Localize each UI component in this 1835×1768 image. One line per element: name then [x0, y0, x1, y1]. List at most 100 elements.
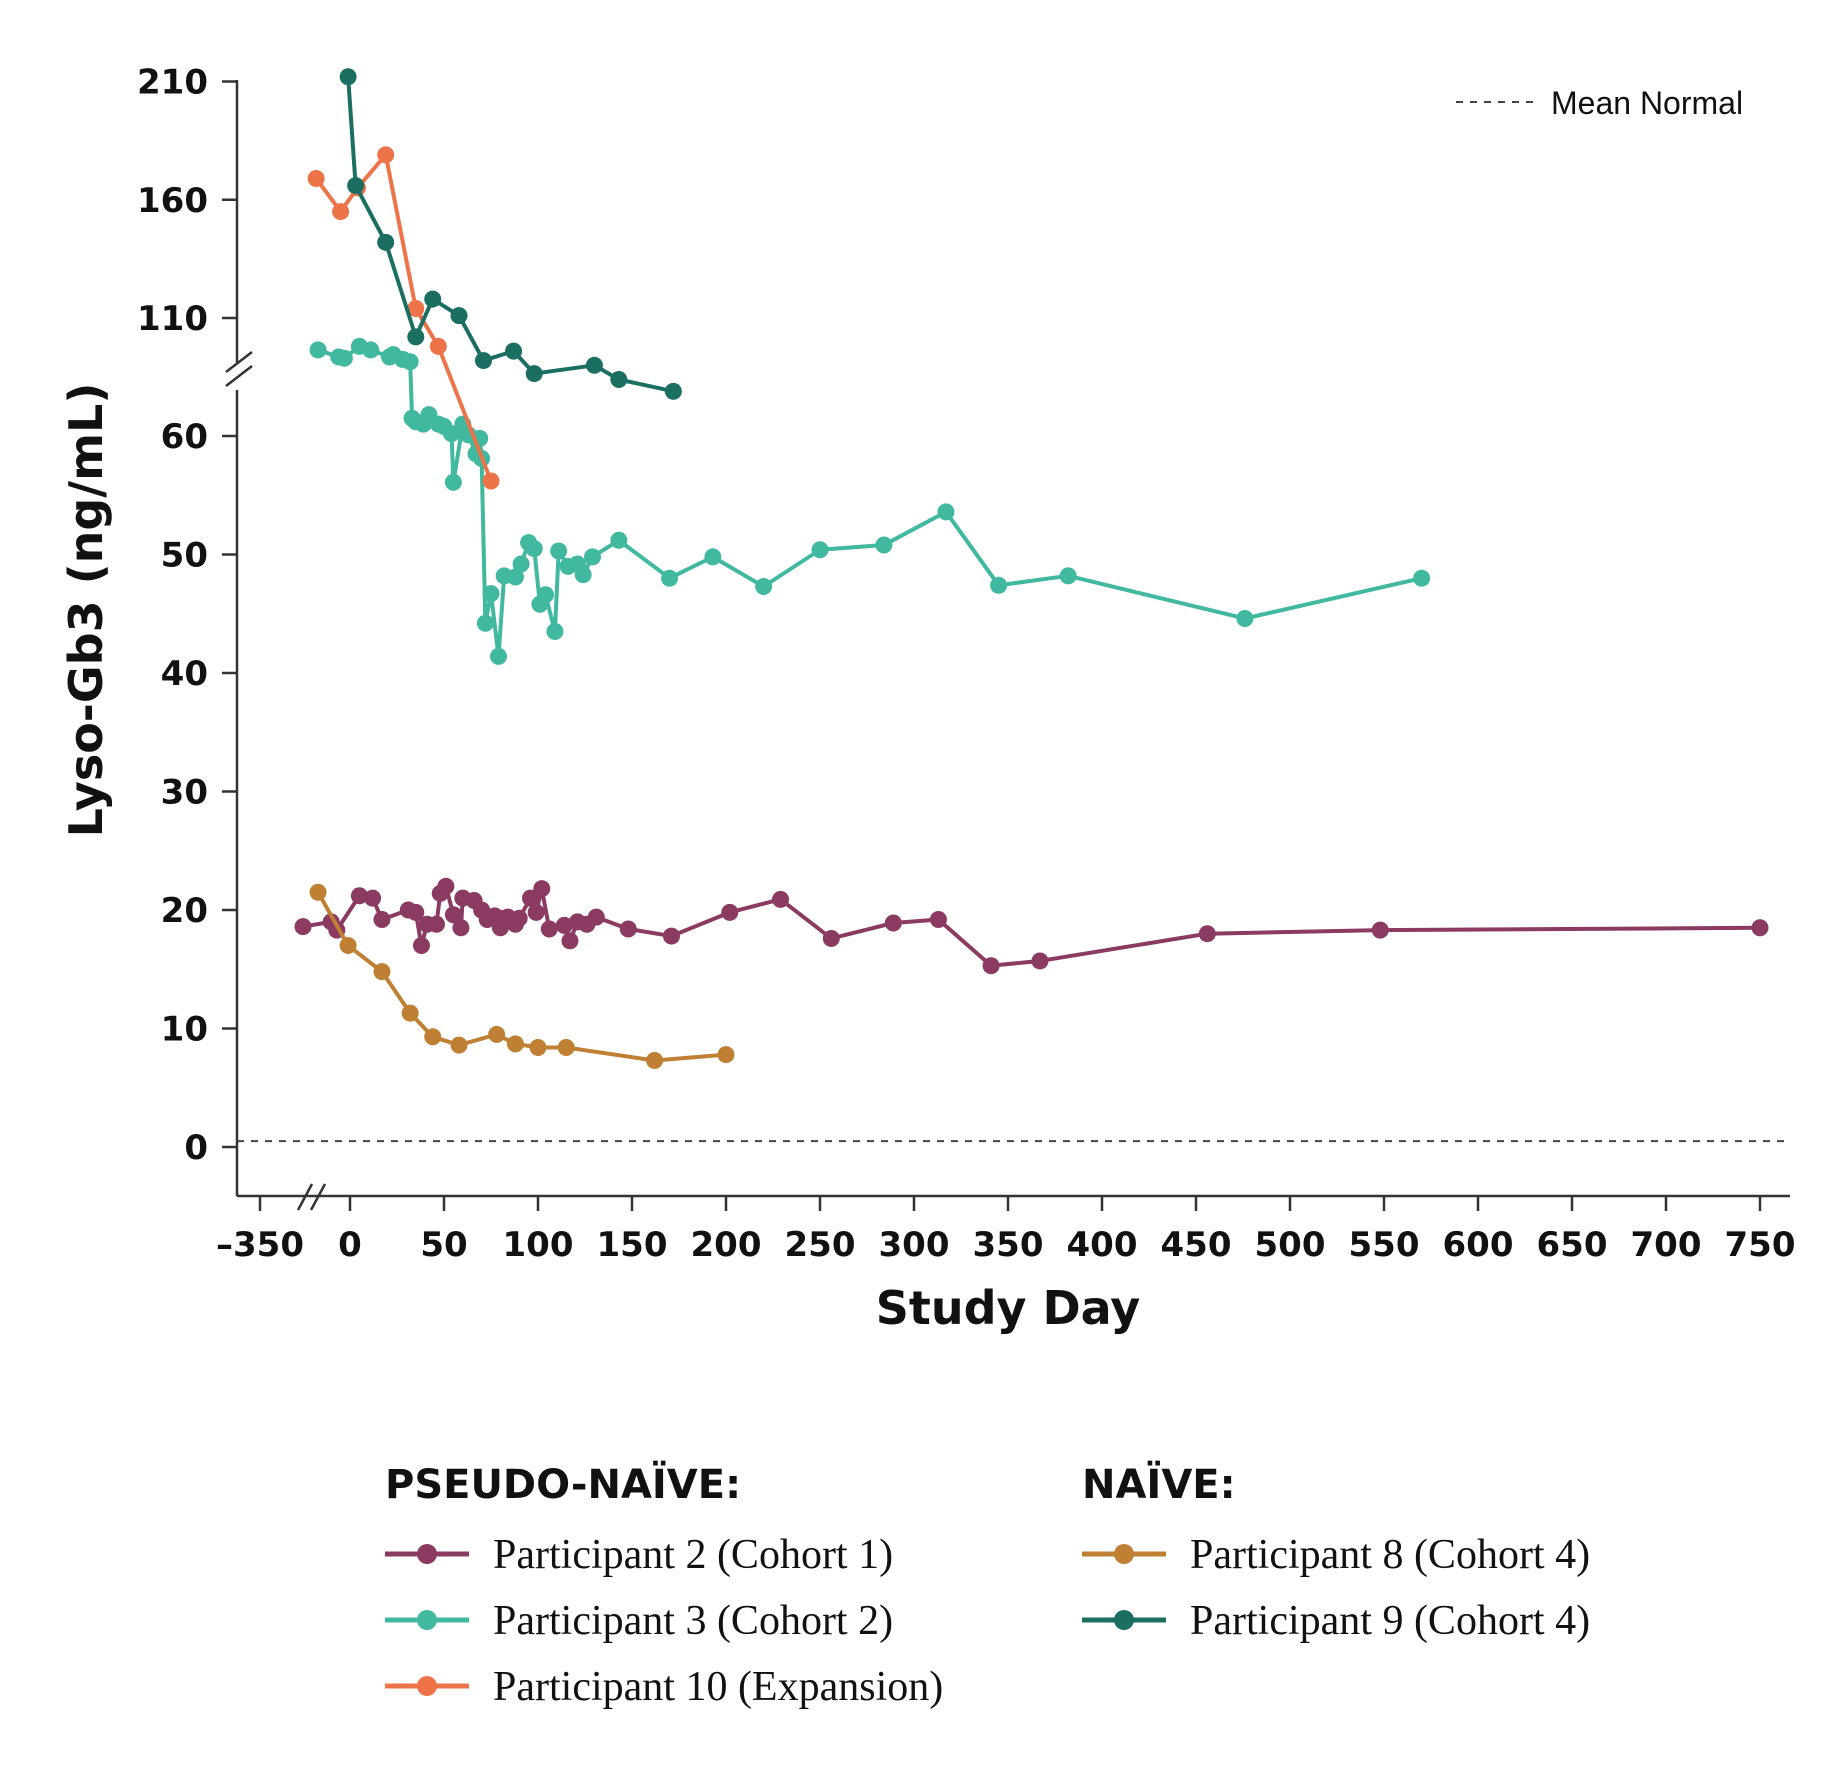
legend-item-participant-10-expansion: Participant 10 (Expansion): [385, 1664, 943, 1710]
data-point: [661, 569, 679, 587]
legend-item-participant-8-cohort-4: Participant 8 (Cohort 4): [1082, 1532, 1590, 1578]
x-tick-label: 200: [691, 1225, 762, 1265]
data-point: [429, 337, 447, 355]
data-point: [721, 903, 739, 921]
legend-swatch-marker: [1114, 1610, 1134, 1630]
y-tick-label: 40: [161, 654, 208, 694]
data-point: [584, 548, 602, 566]
data-point: [610, 531, 628, 549]
data-point: [474, 352, 492, 370]
data-point: [482, 472, 500, 490]
y-axis-break-mark: [225, 365, 253, 387]
data-point: [550, 542, 568, 560]
series-line: [317, 344, 1423, 659]
data-point: [811, 541, 829, 559]
data-point: [982, 957, 1000, 975]
x-tick-label: 750: [1725, 1225, 1796, 1265]
x-tick-label: 550: [1349, 1225, 1420, 1265]
data-point: [506, 1035, 524, 1053]
legend-label: Participant 2 (Cohort 1): [493, 1532, 893, 1578]
x-tick-label: 100: [503, 1225, 574, 1265]
data-point: [875, 536, 893, 554]
data-point: [1371, 921, 1389, 939]
data-point: [401, 353, 419, 371]
x-tick-label: 150: [597, 1225, 668, 1265]
data-point: [444, 473, 462, 491]
data-point: [646, 1051, 664, 1069]
y-tick-label: 50: [161, 536, 208, 576]
x-tick-label: 0: [338, 1225, 362, 1265]
data-point: [377, 233, 395, 251]
data-point: [407, 300, 425, 318]
series-participant-8-cohort-4: [309, 883, 735, 1069]
data-point: [444, 906, 462, 924]
mean-normal-label: Mean Normal: [1551, 85, 1743, 121]
data-point: [450, 1036, 468, 1054]
data-point: [884, 914, 902, 932]
reference-lines: [237, 101, 1790, 1143]
data-point: [755, 577, 773, 595]
x-axis-title: Study Day: [876, 1281, 1141, 1335]
y-tick-label: 160: [137, 181, 208, 221]
legend-item-participant-9-cohort-4: Participant 9 (Cohort 4): [1082, 1598, 1590, 1644]
legend-item-participant-3-cohort-2: Participant 3 (Cohort 2): [385, 1598, 893, 1644]
legend-label: Participant 10 (Expansion): [493, 1664, 943, 1710]
data-point: [309, 341, 327, 359]
y-tick-label: 20: [161, 891, 208, 931]
data-point: [929, 910, 947, 928]
x-tick-label: 250: [785, 1225, 856, 1265]
data-point: [772, 890, 790, 908]
data-point: [476, 614, 494, 632]
y-axis-break-mark: [225, 351, 253, 373]
y-tick-label: 60: [161, 417, 208, 457]
data-point: [525, 540, 543, 558]
x-axis-break-mark: [296, 1183, 314, 1211]
data-point: [990, 576, 1008, 594]
data-point: [450, 307, 468, 325]
data-point: [339, 68, 357, 86]
legend-swatch-marker: [417, 1676, 437, 1696]
y-tick-label: 110: [137, 299, 208, 339]
legend-item-participant-2-cohort-1: Participant 2 (Cohort 1): [385, 1532, 893, 1578]
legend-label: Participant 8 (Cohort 4): [1190, 1532, 1590, 1578]
legend-swatch-marker: [417, 1544, 437, 1564]
data-point: [350, 887, 368, 905]
data-point: [427, 915, 445, 933]
x-tick-label: 700: [1631, 1225, 1702, 1265]
data-point: [1198, 925, 1216, 943]
data-point: [437, 877, 455, 895]
data-point: [664, 382, 682, 400]
legend-label: Participant 9 (Cohort 4): [1190, 1598, 1590, 1644]
y-tick-label: 210: [137, 63, 208, 103]
data-point: [574, 566, 592, 584]
series-participant-2-cohort-1: [294, 877, 1769, 975]
data-point: [424, 1028, 442, 1046]
data-point: [662, 927, 680, 945]
data-point: [309, 883, 327, 901]
data-point: [307, 169, 325, 187]
legend-heading: PSEUDO-NAÏVE:: [385, 1460, 741, 1508]
data-point: [525, 365, 543, 383]
data-point: [537, 586, 555, 604]
legend-swatch-marker: [1114, 1544, 1134, 1564]
data-point: [527, 903, 545, 921]
data-point: [512, 555, 530, 573]
x-axis-break-mark: [309, 1183, 327, 1211]
data-point: [555, 916, 573, 934]
x-tick-label: 450: [1161, 1225, 1232, 1265]
data-point: [505, 342, 523, 360]
data-point: [561, 932, 579, 950]
series-layer: [294, 68, 1769, 1069]
x-tick-label: 600: [1443, 1225, 1514, 1265]
x-tick-label: 350: [973, 1225, 1044, 1265]
data-point: [619, 920, 637, 938]
data-point: [1236, 609, 1254, 627]
x-tick-label: –350: [216, 1225, 304, 1265]
axes: –350 0 50 100 150 200 250 300 350 400 450 500 550 600…: [137, 63, 1795, 1266]
legend-swatch-marker: [417, 1610, 437, 1630]
x-tick-label: 500: [1255, 1225, 1326, 1265]
data-point: [1059, 567, 1077, 585]
series-participant-10-expansion: [307, 146, 500, 490]
data-point: [717, 1046, 735, 1064]
data-point: [521, 889, 539, 907]
